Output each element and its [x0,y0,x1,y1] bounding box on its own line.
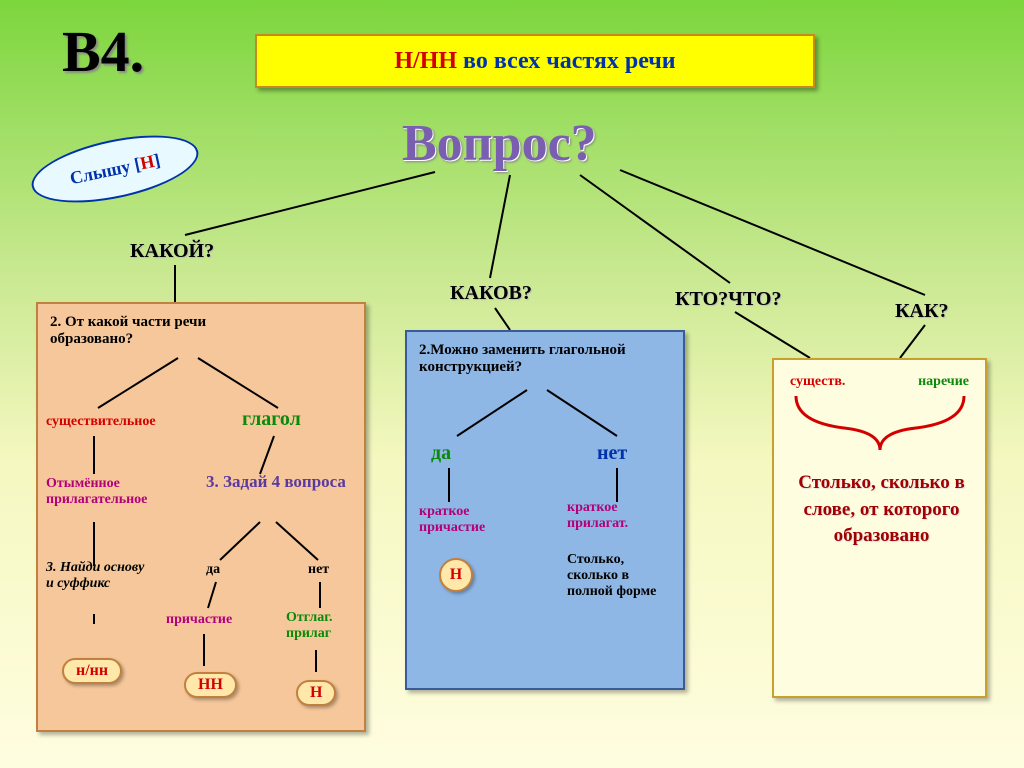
b1-badge-nnn: н/нн [62,658,122,684]
b1-noun: существительное [46,414,156,430]
title-blue: во всех частях речи [457,48,676,74]
b1-step2: 2. От какой части речи образовано? [50,314,260,348]
b1-badge-n: Н [296,680,336,706]
title-box: Н/НН во всех частях речи [255,34,815,88]
b2-note: Столько, сколько в полной форме [567,552,677,600]
b3-noun: существ. [790,374,845,390]
b2-badge-n: Н [439,558,473,592]
b2-shortadj: краткое прилагат. [567,500,667,532]
b2-step2: 2.Можно заменить глагольной конструкцией… [419,342,659,376]
b1-denom: Отымённое прилагательное [46,476,166,508]
q-ktochto: КТО?ЧТО? [675,288,781,311]
b1-badge-nn: НН [184,672,237,698]
hear-ellipse: Слышу [Н] [26,123,204,215]
ellipse-prefix: Слышу [ [68,154,142,189]
box-ktokak: существ. наречие Столько, сколько в слов… [772,358,987,698]
b1-verb: глагол [242,408,301,431]
b1-fork1 [48,354,358,414]
b1-step3a: 3. Задай 4 вопроса [206,472,346,492]
b2-net: нет [597,442,627,465]
b2-da: да [431,442,451,465]
b3-brace [784,392,979,456]
q-kakoy: КАКОЙ? [130,240,214,263]
question-header: Вопрос? [402,114,597,173]
b2-shortpart: краткое причастие [419,504,519,536]
title-red: Н/НН [394,48,457,74]
slide-number: В4. [62,18,144,85]
b1-da: да [206,562,220,578]
b2-fork [417,386,677,442]
q-kakov: КАКОВ? [450,282,532,305]
q-kak: КАК? [895,300,948,323]
box-kakov: 2.Можно заменить глагольной конструкцией… [405,330,685,690]
b3-note: Столько, сколько в слове, от которого об… [794,470,969,550]
b3-adv: наречие [918,374,969,390]
box-kakoy: 2. От какой части речи образовано? сущес… [36,302,366,732]
b1-net: нет [308,562,329,578]
b1-part: причастие [166,612,232,628]
